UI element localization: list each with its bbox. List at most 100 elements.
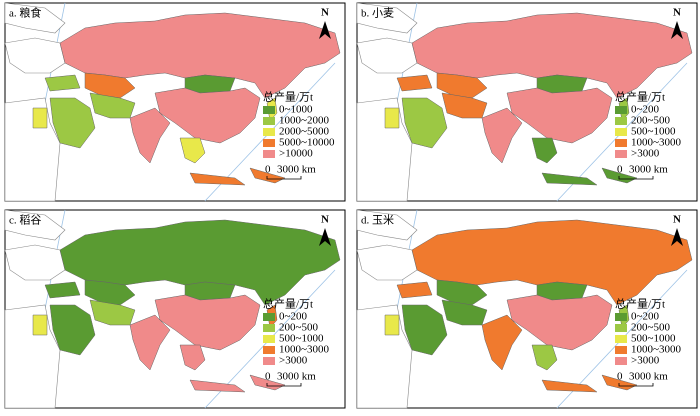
legend-swatch xyxy=(263,150,275,158)
legend-title: 总产量/万t xyxy=(615,90,665,104)
legend-title: 总产量/万t xyxy=(263,297,313,311)
panel-label: d. 玉米 xyxy=(361,214,394,227)
scale-start: 0 xyxy=(617,164,623,176)
country xyxy=(84,279,136,306)
country xyxy=(154,87,261,144)
map-panel: a. 粮食 N 总产量/万t0~10001000~20002000~50005000… xyxy=(4,2,346,202)
country xyxy=(179,344,206,371)
legend-label: 200~500 xyxy=(631,115,670,127)
legend-label: 0~200 xyxy=(631,104,659,116)
legend-swatch xyxy=(615,335,627,343)
country xyxy=(384,314,400,336)
country xyxy=(32,107,48,129)
legend-swatch xyxy=(263,117,275,125)
scale-bar xyxy=(266,383,302,387)
land xyxy=(356,209,418,241)
north-arrow xyxy=(319,21,331,39)
legend-label: 5000~10000 xyxy=(279,137,335,149)
country xyxy=(396,281,433,299)
legend-label: 500~1000 xyxy=(631,333,676,345)
country xyxy=(436,279,488,306)
legend-swatch xyxy=(615,357,627,365)
scale-bar xyxy=(618,176,654,180)
land xyxy=(356,244,418,281)
north-label: N xyxy=(673,7,681,19)
map-panel: d. 玉米 N 总产量/万t0~200200~500500~10001000~300… xyxy=(356,209,698,409)
legend-label: 0~200 xyxy=(279,311,307,323)
legend-swatch xyxy=(263,335,275,343)
country xyxy=(541,379,598,393)
land xyxy=(4,2,66,34)
legend-swatch xyxy=(615,346,627,354)
legend-swatch xyxy=(263,313,275,321)
legend-label: 200~500 xyxy=(279,322,318,334)
land xyxy=(4,244,66,281)
country xyxy=(189,172,246,186)
north-arrow xyxy=(319,228,331,246)
legend-swatch xyxy=(263,128,275,136)
country xyxy=(506,294,613,351)
legend-swatch xyxy=(263,324,275,332)
north-label: N xyxy=(673,214,681,226)
country xyxy=(84,72,136,99)
legend-swatch xyxy=(615,128,627,136)
land xyxy=(356,37,418,74)
map-panel: c. 稻谷 N 总产量/万t0~200200~500500~10001000~300… xyxy=(4,209,346,409)
legend-title: 总产量/万t xyxy=(615,297,665,311)
country xyxy=(531,344,558,371)
legend-title: 总产量/万t xyxy=(263,90,313,104)
legend-swatch xyxy=(263,357,275,365)
legend-label: 2000~5000 xyxy=(279,126,329,138)
country xyxy=(32,314,48,336)
legend-label: >3000 xyxy=(279,355,308,367)
land xyxy=(356,2,418,34)
legend-label: 1000~3000 xyxy=(631,344,681,356)
country xyxy=(531,137,558,164)
legend-swatch xyxy=(615,117,627,125)
country xyxy=(481,107,523,164)
legend-label: 500~1000 xyxy=(631,126,676,138)
north-arrow xyxy=(671,21,683,39)
north-label: N xyxy=(321,214,329,226)
country xyxy=(129,314,171,371)
legend-label: >3000 xyxy=(631,148,660,160)
country xyxy=(384,107,400,129)
scale-end: 3000 km xyxy=(277,371,316,383)
country xyxy=(49,97,96,149)
country xyxy=(154,294,261,351)
legend-label: 200~500 xyxy=(631,322,670,334)
country xyxy=(541,172,598,186)
north-label: N xyxy=(321,7,329,19)
country xyxy=(189,379,246,393)
scale-start: 0 xyxy=(265,371,271,383)
country xyxy=(401,304,448,356)
country xyxy=(401,97,448,149)
land xyxy=(4,209,66,241)
country xyxy=(481,314,523,371)
legend-label: 500~1000 xyxy=(279,333,324,345)
legend-swatch xyxy=(615,313,627,321)
legend-label: 1000~3000 xyxy=(631,137,681,149)
scale-start: 0 xyxy=(265,164,271,176)
legend-label: >10000 xyxy=(279,148,313,160)
country xyxy=(506,87,613,144)
scale-end: 3000 km xyxy=(629,371,668,383)
scale-end: 3000 km xyxy=(629,164,668,176)
panel-label: b. 小麦 xyxy=(361,7,394,20)
country xyxy=(129,107,171,164)
scale-end: 3000 km xyxy=(277,164,316,176)
panel-label: a. 粮食 xyxy=(9,6,41,20)
scale-start: 0 xyxy=(617,371,623,383)
north-arrow xyxy=(671,228,683,246)
country xyxy=(396,74,433,92)
scale-bar xyxy=(266,176,302,180)
legend-swatch xyxy=(615,139,627,147)
legend-swatch xyxy=(263,106,275,114)
legend-label: 1000~2000 xyxy=(279,115,329,127)
legend-swatch xyxy=(615,106,627,114)
legend-swatch xyxy=(263,139,275,147)
map-panel: b. 小麦 N 总产量/万t0~200200~500500~10001000~300… xyxy=(356,2,698,202)
panel-label: c. 稻谷 xyxy=(9,214,41,227)
legend-swatch xyxy=(263,346,275,354)
